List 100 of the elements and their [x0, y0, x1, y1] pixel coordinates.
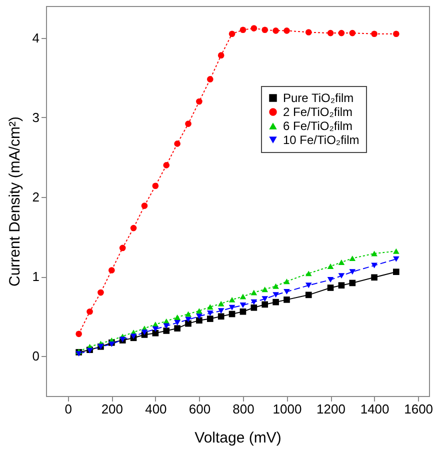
point	[305, 270, 312, 276]
point	[196, 317, 202, 324]
point	[240, 308, 246, 315]
point	[327, 30, 334, 36]
x-tick-label: 1000	[272, 402, 302, 416]
legend-label: 10 Fe/TiO₂film	[283, 133, 360, 147]
point	[371, 250, 378, 256]
point	[393, 30, 400, 38]
point	[305, 29, 312, 36]
point	[327, 277, 334, 283]
point	[338, 282, 345, 289]
point	[338, 30, 345, 36]
x-tick-label: 400	[145, 402, 167, 416]
x-tick-label: 600	[188, 402, 211, 416]
point	[152, 330, 159, 336]
point	[174, 320, 180, 326]
point	[206, 316, 214, 322]
point	[228, 30, 236, 38]
point	[305, 282, 312, 288]
point	[371, 274, 378, 281]
point	[272, 283, 279, 289]
point	[250, 304, 258, 311]
point	[338, 273, 345, 279]
point	[305, 292, 312, 298]
point	[185, 320, 192, 327]
point	[152, 326, 159, 332]
point	[240, 302, 246, 308]
point	[130, 224, 137, 232]
y-tick-label: 3	[32, 110, 40, 125]
point	[185, 120, 192, 127]
point	[196, 314, 202, 320]
point	[371, 30, 378, 38]
point	[141, 330, 148, 336]
point	[196, 308, 202, 314]
point	[76, 330, 82, 338]
x-axis-title: Voltage (mV)	[194, 430, 282, 446]
point	[272, 292, 279, 298]
x-tick-label: 800	[232, 402, 254, 416]
point	[98, 289, 104, 296]
point	[228, 310, 236, 318]
y-tick-label: 0	[32, 348, 40, 364]
point	[240, 26, 246, 34]
point	[393, 248, 400, 254]
point	[349, 256, 356, 262]
y-tick-label: 1	[32, 269, 40, 284]
point	[152, 182, 159, 190]
point	[272, 28, 279, 34]
point	[250, 290, 258, 296]
x-tick-label: 200	[101, 402, 124, 416]
point	[218, 308, 224, 314]
point	[284, 278, 290, 284]
point	[284, 28, 290, 34]
point	[228, 304, 236, 310]
point	[262, 26, 268, 34]
point	[163, 328, 170, 334]
legend-label: 2 Fe/TiO₂film	[283, 105, 353, 119]
point	[218, 313, 224, 320]
point	[174, 140, 180, 147]
point	[338, 260, 345, 266]
point	[250, 25, 258, 32]
point	[240, 294, 246, 300]
point	[206, 76, 214, 82]
point	[196, 98, 202, 105]
point	[119, 244, 126, 252]
legend-label: 6 Fe/TiO₂film	[283, 119, 353, 133]
point	[185, 316, 192, 322]
point	[86, 308, 93, 315]
legend-label: Pure TiO₂film	[283, 91, 354, 105]
point	[206, 310, 214, 316]
point	[174, 325, 180, 332]
point	[262, 286, 268, 292]
x-tick-label: 1400	[360, 402, 390, 416]
point	[206, 304, 214, 310]
point	[163, 162, 170, 168]
point	[185, 311, 192, 317]
point	[327, 264, 334, 270]
point	[327, 284, 334, 291]
point	[174, 314, 180, 320]
point	[349, 30, 356, 36]
x-tick-label: 1200	[316, 402, 346, 416]
y-tick-label: 4	[32, 30, 40, 46]
point	[250, 299, 258, 305]
point	[371, 262, 378, 268]
point	[163, 323, 170, 329]
point	[141, 202, 148, 209]
x-tick-label: 0	[64, 402, 72, 416]
point	[262, 296, 268, 302]
point	[218, 300, 224, 306]
point	[393, 268, 400, 275]
y-axis-title: Current Density (mA/cm²)	[6, 116, 24, 287]
point	[284, 296, 290, 303]
point	[393, 256, 400, 262]
point	[218, 52, 224, 59]
point	[284, 288, 290, 294]
point	[272, 298, 279, 306]
point	[262, 301, 268, 308]
point	[349, 280, 356, 286]
point	[108, 267, 115, 274]
x-tick-label: 1600	[404, 402, 434, 416]
point	[349, 269, 356, 275]
